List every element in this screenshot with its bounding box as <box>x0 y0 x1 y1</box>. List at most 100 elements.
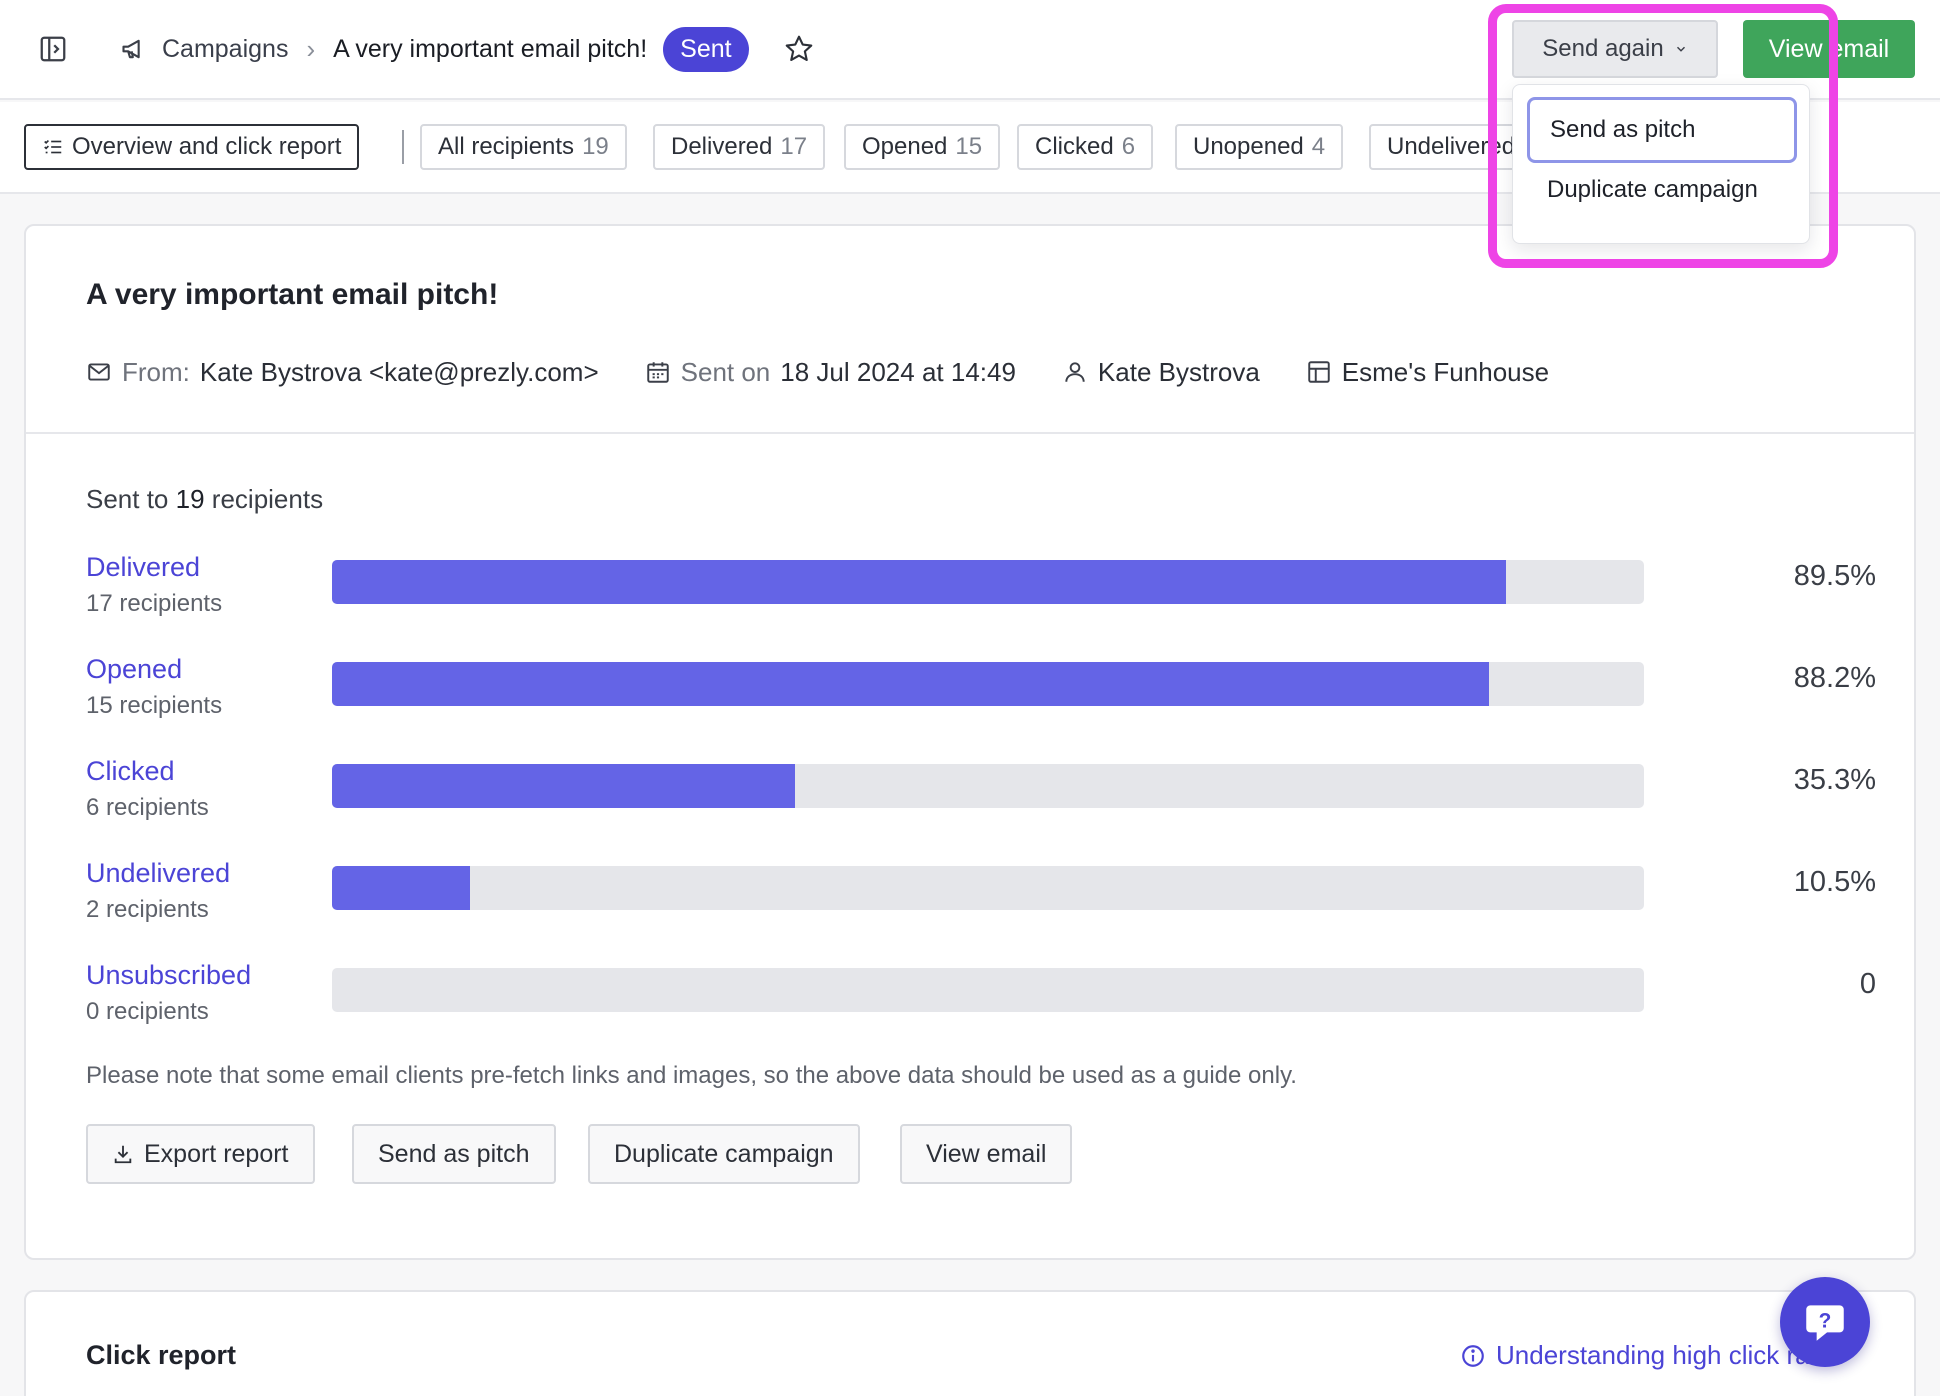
tab-count: 19 <box>582 133 609 160</box>
send-again-button[interactable]: Send again <box>1512 20 1718 78</box>
breadcrumb-current: A very important email pitch! <box>333 34 648 63</box>
export-report-button[interactable]: Export report <box>86 1124 315 1184</box>
progress-track <box>332 968 1644 1012</box>
sent-to-prefix: Sent to <box>86 484 169 514</box>
tab-undelivered[interactable]: Undelivered <box>1369 124 1534 170</box>
progress-fill <box>332 866 470 910</box>
checklist-icon <box>44 139 62 154</box>
tab-label: Unopened <box>1193 133 1304 160</box>
duplicate-campaign-label: Duplicate campaign <box>614 1139 834 1168</box>
campaign-title: A very important email pitch! <box>86 278 499 311</box>
stat-row-undelivered: Undelivered 2 recipients 10.5% <box>86 858 1876 930</box>
tab-count: 17 <box>780 133 808 160</box>
tab-overview[interactable]: Overview and click report <box>24 124 360 170</box>
stat-row-delivered: Delivered 17 recipients 89.5% <box>86 552 1876 624</box>
stat-link[interactable]: Opened <box>86 654 183 684</box>
stat-recipients: 2 recipients <box>86 896 209 923</box>
menu-item-duplicate-campaign[interactable]: Duplicate campaign <box>1547 176 1758 203</box>
click-report-card: Click report Understanding high click ra… <box>24 1290 1916 1396</box>
chevron-down-icon <box>1676 46 1685 52</box>
view-email-secondary-button[interactable]: View email <box>900 1124 1073 1184</box>
stat-link[interactable]: Delivered <box>86 552 201 582</box>
author-name: Kate Bystrova <box>1097 356 1260 387</box>
tab-divider <box>402 130 404 164</box>
tab-count: 4 <box>1311 133 1326 160</box>
sent-to-summary: Sent to 19 recipients <box>86 484 323 515</box>
tab-count: 6 <box>1121 133 1136 160</box>
chevron-right-icon: › <box>306 33 316 64</box>
progress-track <box>332 764 1644 808</box>
sent-on-value: 18 Jul 2024 at 14:49 <box>780 356 1016 387</box>
progress-track <box>332 560 1644 604</box>
stat-link[interactable]: Unsubscribed <box>86 960 252 990</box>
sidebar-toggle-icon[interactable] <box>38 34 68 64</box>
newsroom-name: Esme's Funhouse <box>1341 356 1550 387</box>
tab-unopened[interactable]: Unopened 4 <box>1175 124 1344 170</box>
meta-newsroom: Esme's Funhouse <box>1306 357 1549 388</box>
send-as-pitch-label: Send as pitch <box>378 1139 530 1168</box>
sent-to-count: 19 <box>175 484 205 514</box>
progress-fill <box>332 764 796 808</box>
progress-fill <box>332 662 1490 706</box>
view-email-button[interactable]: View email <box>1743 20 1915 78</box>
tab-label: Overview and click report <box>72 133 342 160</box>
overview-card: A very important email pitch! From: Kate… <box>24 224 1916 1260</box>
progress-track <box>332 866 1644 910</box>
stat-recipients: 0 recipients <box>86 998 209 1025</box>
download-icon <box>114 1145 132 1164</box>
export-report-label: Export report <box>144 1139 289 1168</box>
meta-sent-on: Sent on 18 Jul 2024 at 14:49 <box>645 357 1016 388</box>
tab-opened[interactable]: Opened 15 <box>844 124 1001 170</box>
meta-author: Kate Bystrova <box>1062 357 1260 388</box>
mail-icon <box>88 363 110 381</box>
tab-label: Delivered <box>671 133 773 160</box>
info-icon <box>1462 1344 1484 1367</box>
star-icon[interactable] <box>783 33 815 65</box>
progress-fill <box>332 560 1507 604</box>
menu-item-send-as-pitch[interactable]: Send as pitch <box>1527 97 1797 163</box>
send-again-dropdown: Send as pitch Duplicate campaign <box>1512 84 1810 244</box>
duplicate-campaign-button[interactable]: Duplicate campaign <box>588 1124 860 1184</box>
click-report-title: Click report <box>86 1340 237 1370</box>
breadcrumb: Campaigns › A very important email pitch… <box>120 26 815 72</box>
stat-percent: 35.3% <box>1793 764 1876 796</box>
stat-link[interactable]: Undelivered <box>86 858 231 888</box>
stat-percent: 10.5% <box>1793 866 1876 898</box>
progress-track <box>332 662 1644 706</box>
user-icon <box>1065 362 1085 382</box>
tab-delivered[interactable]: Delivered 17 <box>653 124 826 170</box>
svg-text:?: ? <box>1819 1309 1832 1332</box>
view-email-secondary-label: View email <box>926 1139 1047 1168</box>
stat-recipients: 17 recipients <box>86 590 223 617</box>
meta-from: From: Kate Bystrova <kate@prezly.com> <box>86 357 599 388</box>
tab-all-recipients[interactable]: All recipients 19 <box>420 124 627 170</box>
sent-to-suffix: recipients <box>211 484 324 514</box>
help-chat-button[interactable]: ? <box>1780 1277 1870 1367</box>
megaphone-icon <box>122 39 140 59</box>
stat-link[interactable]: Clicked <box>86 756 175 786</box>
data-disclaimer: Please note that some email clients pre-… <box>86 1062 1297 1089</box>
calendar-icon <box>646 362 669 383</box>
tab-label: Opened <box>862 133 948 160</box>
from-value: Kate Bystrova <kate@prezly.com> <box>199 356 599 387</box>
stat-row-clicked: Clicked 6 recipients 35.3% <box>86 756 1876 828</box>
from-label: From: <box>122 356 190 387</box>
breadcrumb-campaigns-link[interactable]: Campaigns <box>162 34 289 63</box>
status-badge: Sent <box>663 26 749 72</box>
stat-recipients: 15 recipients <box>86 692 223 719</box>
card-divider <box>26 432 1914 434</box>
send-as-pitch-button[interactable]: Send as pitch <box>352 1124 556 1184</box>
stat-recipients: 6 recipients <box>86 794 209 821</box>
campaign-meta: From: Kate Bystrova <kate@prezly.com> Se… <box>86 352 1595 392</box>
question-chat-icon: ? <box>1806 1305 1844 1341</box>
tab-clicked[interactable]: Clicked 6 <box>1017 124 1154 170</box>
view-email-label: View email <box>1768 34 1890 63</box>
newsroom-icon <box>1308 361 1330 383</box>
send-again-label: Send again <box>1542 35 1664 62</box>
top-bar: Campaigns › A very important email pitch… <box>0 0 1940 100</box>
stat-percent: 89.5% <box>1793 560 1876 592</box>
tab-label: Undelivered <box>1387 133 1516 160</box>
stat-percent: 88.2% <box>1793 662 1876 694</box>
tab-label: All recipients <box>438 133 575 160</box>
sent-on-label: Sent on <box>680 356 771 387</box>
